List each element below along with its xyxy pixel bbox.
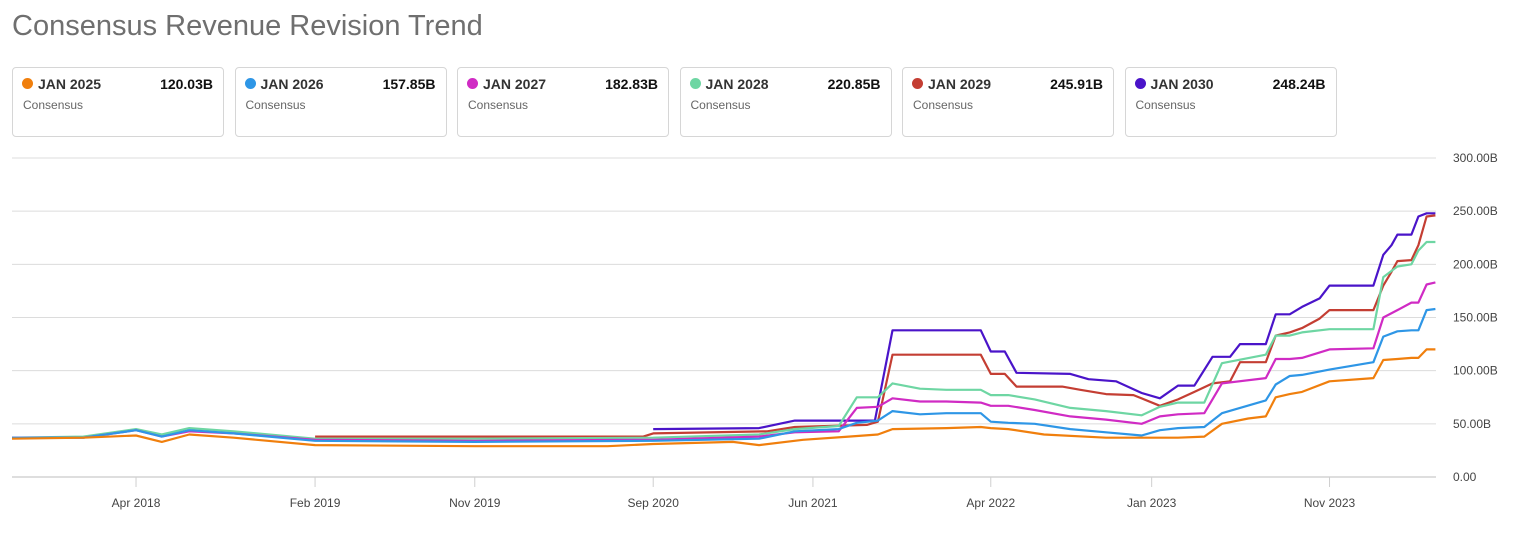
y-tick-label: 200.00B (1453, 257, 1498, 271)
series-line-jan-2027[interactable] (12, 281, 1436, 442)
y-tick-label: 250.00B (1453, 204, 1498, 218)
series-line-jan-2028[interactable] (11, 240, 1436, 440)
legend-card-jan-2029[interactable]: JAN 2029 245.91B Consensus (902, 67, 1114, 137)
y-tick-label: 50.00B (1453, 417, 1491, 431)
legend-series-name: JAN 2028 (705, 76, 769, 92)
legend-series-value: 157.85B (382, 76, 436, 92)
series-dot-icon (244, 78, 256, 89)
series-dot-icon (22, 78, 33, 89)
legend-series-name: JAN 2026 (260, 76, 324, 92)
y-tick-label: 100.00B (1453, 364, 1498, 378)
x-tick-label: Apr 2022 (966, 496, 1015, 510)
legend-series-value: 120.03B (160, 76, 213, 92)
x-tick-label: Jan 2023 (1127, 496, 1177, 510)
legend-series-value: 245.91B (1050, 76, 1103, 92)
legend-series-name: JAN 2030 (1150, 76, 1214, 92)
x-tick-label: Nov 2019 (449, 496, 501, 510)
legend-series-value: 182.83B (605, 76, 658, 92)
x-tick-label: Apr 2018 (112, 496, 161, 510)
y-tick-label: 300.00B (1453, 151, 1498, 165)
x-tick-label: Feb 2019 (290, 496, 341, 510)
legend-card-jan-2030[interactable]: JAN 2030 248.24B Consensus (1124, 67, 1337, 137)
x-tick-label: Nov 2023 (1304, 496, 1356, 510)
legend-card-jan-2027[interactable]: JAN 2027 182.83B Consensus (457, 67, 669, 137)
legend-series-sub: Consensus (913, 98, 974, 112)
series-dot-icon (1134, 78, 1146, 89)
y-tick-label: 0.00 (1453, 470, 1477, 484)
legend-series-sub: Consensus (1135, 98, 1196, 112)
x-tick-label: Jun 2021 (788, 496, 838, 510)
series-dot-icon (689, 78, 701, 89)
legend-series-sub: Consensus (23, 98, 84, 112)
legend-series-sub: Consensus (468, 98, 529, 112)
series-line-jan-2026[interactable] (12, 307, 1436, 443)
y-tick-label: 150.00B (1453, 311, 1498, 325)
legend-series-name: JAN 2027 (483, 76, 547, 92)
legend-series-name: JAN 2025 (38, 76, 102, 92)
legend-series-sub: Consensus (245, 98, 306, 112)
series-dot-icon (467, 78, 478, 89)
legend-card-jan-2028[interactable]: JAN 2028 220.85B Consensus (679, 67, 892, 137)
legend-series-name: JAN 2029 (928, 76, 992, 92)
x-tick-label: Sep 2020 (628, 496, 680, 510)
series-line-jan-2029[interactable] (315, 214, 1436, 438)
legend-card-jan-2025[interactable]: JAN 2025 120.03B Consensus (12, 67, 224, 137)
legend-series-value: 248.24B (1272, 76, 1326, 92)
series-line-jan-2030[interactable] (653, 212, 1436, 431)
legend-card-jan-2026[interactable]: JAN 2026 157.85B Consensus (234, 67, 447, 137)
series-line-jan-2025[interactable] (11, 348, 1436, 448)
legend-series-sub: Consensus (690, 98, 751, 112)
legend-series-value: 220.85B (827, 76, 881, 92)
series-dot-icon (912, 78, 923, 89)
legend: JAN 2025 120.03B Consensus JAN 2026 157.… (12, 67, 1347, 137)
chart-title: Consensus Revenue Revision Trend (12, 10, 483, 42)
